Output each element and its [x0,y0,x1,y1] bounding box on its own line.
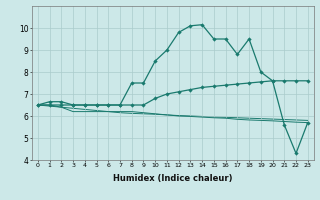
X-axis label: Humidex (Indice chaleur): Humidex (Indice chaleur) [113,174,233,183]
